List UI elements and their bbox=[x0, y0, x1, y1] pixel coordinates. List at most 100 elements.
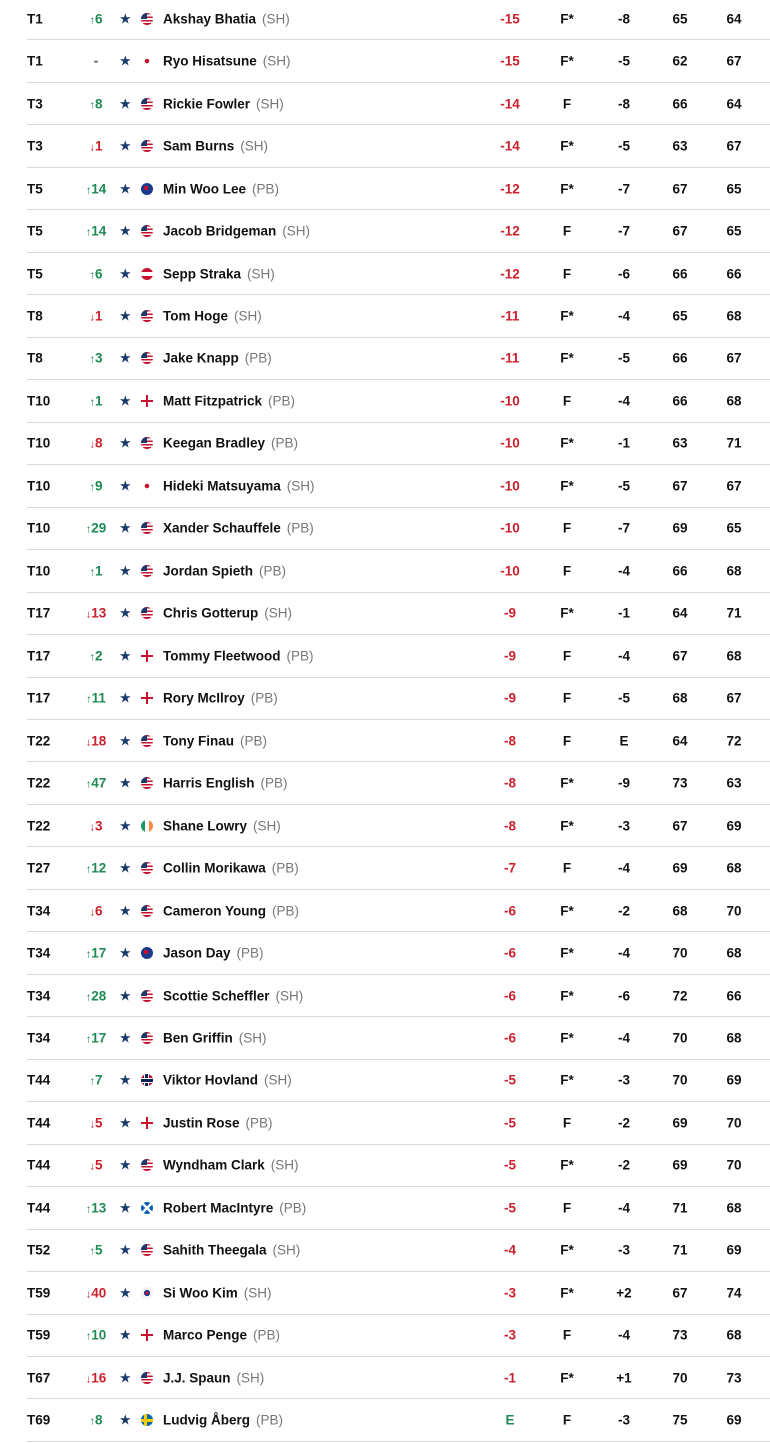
player-name-link[interactable]: Robert MacIntyre (PB) bbox=[163, 1200, 306, 1215]
player-name-link[interactable]: Tony Finau (PB) bbox=[163, 733, 267, 748]
player-name-link[interactable]: Rickie Fowler (SH) bbox=[163, 96, 284, 111]
star-icon[interactable]: ★ bbox=[119, 307, 132, 324]
star-icon[interactable]: ★ bbox=[119, 1199, 132, 1216]
player-row[interactable]: T27 ↑12 ★ Collin Morikawa (PB) -7 F -4 69 68 bbox=[27, 847, 770, 890]
star-icon[interactable]: ★ bbox=[119, 222, 132, 239]
player-name-link[interactable]: Akshay Bhatia (SH) bbox=[163, 11, 290, 26]
player-row[interactable]: T67 ↓16 ★ J.J. Spaun (SH) -1 F* +1 70 73 bbox=[27, 1357, 770, 1400]
player-row[interactable]: T34 ↓6 ★ Cameron Young (PB) -6 F* -2 68 70 bbox=[27, 890, 770, 933]
star-icon[interactable]: ★ bbox=[119, 10, 132, 27]
star-icon[interactable]: ★ bbox=[119, 817, 132, 834]
star-icon[interactable]: ★ bbox=[119, 647, 132, 664]
player-row[interactable]: T22 ↓18 ★ Tony Finau (PB) -8 F E 64 72 bbox=[27, 720, 770, 763]
player-row[interactable]: T59 ↓40 ★ Si Woo Kim (SH) -3 F* +2 67 74 bbox=[27, 1272, 770, 1315]
player-name-link[interactable]: Harris English (PB) bbox=[163, 776, 288, 791]
player-row[interactable]: T59 ↑10 ★ Marco Penge (PB) -3 F -4 73 68 bbox=[27, 1315, 770, 1357]
player-row[interactable]: T44 ↓5 ★ Wyndham Clark (SH) -5 F* -2 69 70 bbox=[27, 1145, 770, 1188]
player-name-link[interactable]: Rory McIlroy (PB) bbox=[163, 691, 278, 706]
player-name-link[interactable]: Ben Griffin (SH) bbox=[163, 1030, 267, 1045]
player-row[interactable]: T10 ↑1 ★ Matt Fitzpatrick (PB) -10 F -4 66 68 bbox=[27, 380, 770, 423]
player-name-link[interactable]: Hideki Matsuyama (SH) bbox=[163, 478, 315, 493]
star-icon[interactable]: ★ bbox=[119, 1369, 132, 1386]
star-icon[interactable]: ★ bbox=[119, 562, 132, 579]
player-name-link[interactable]: Marco Penge (PB) bbox=[163, 1328, 280, 1343]
player-name-link[interactable]: Si Woo Kim (SH) bbox=[163, 1285, 272, 1300]
star-icon[interactable]: ★ bbox=[119, 349, 132, 366]
player-name-link[interactable]: Viktor Hovland (SH) bbox=[163, 1073, 292, 1088]
player-row[interactable]: T44 ↑13 ★ Robert MacIntyre (PB) -5 F -4 71 68 bbox=[27, 1187, 770, 1230]
player-name-link[interactable]: Jason Day (PB) bbox=[163, 946, 264, 961]
star-icon[interactable]: ★ bbox=[119, 987, 132, 1004]
player-row[interactable]: T17 ↑2 ★ Tommy Fleetwood (PB) -9 F -4 67 68 bbox=[27, 635, 770, 678]
player-row[interactable]: T5 ↑14 ★ Jacob Bridgeman (SH) -12 F -7 67 65 bbox=[27, 210, 770, 253]
star-icon[interactable]: ★ bbox=[119, 1241, 132, 1258]
player-name-link[interactable]: Sepp Straka (SH) bbox=[163, 266, 275, 281]
player-row[interactable]: T34 ↑17 ★ Jason Day (PB) -6 F* -4 70 68 bbox=[27, 932, 770, 975]
player-name-link[interactable]: Cameron Young (PB) bbox=[163, 903, 299, 918]
player-row[interactable]: T3 ↓1 ★ Sam Burns (SH) -14 F* -5 63 67 bbox=[27, 125, 770, 168]
player-name-link[interactable]: Matt Fitzpatrick (PB) bbox=[163, 393, 295, 408]
star-icon[interactable]: ★ bbox=[119, 944, 132, 961]
player-name-link[interactable]: Sahith Theegala (SH) bbox=[163, 1243, 300, 1258]
star-icon[interactable]: ★ bbox=[119, 689, 132, 706]
player-name-link[interactable]: Scottie Scheffler (SH) bbox=[163, 988, 303, 1003]
player-name-link[interactable]: Tom Hoge (SH) bbox=[163, 309, 262, 324]
player-row[interactable]: T22 ↑47 ★ Harris English (PB) -8 F* -9 73 63 bbox=[27, 762, 770, 805]
star-icon[interactable]: ★ bbox=[119, 902, 132, 919]
player-row[interactable]: T5 ↑6 ★ Sepp Straka (SH) -12 F -6 66 66 bbox=[27, 253, 770, 296]
player-row[interactable]: T1 - ★ Ryo Hisatsune (SH) -15 F* -5 62 67 bbox=[27, 40, 770, 83]
player-row[interactable]: T34 ↑17 ★ Ben Griffin (SH) -6 F* -4 70 68 bbox=[27, 1017, 770, 1060]
player-row[interactable]: T1 ↑6 ★ Akshay Bhatia (SH) -15 F* -8 65 64 bbox=[27, 0, 770, 41]
player-row[interactable]: T52 ↑5 ★ Sahith Theegala (SH) -4 F* -3 71 69 bbox=[27, 1230, 770, 1273]
star-icon[interactable]: ★ bbox=[119, 434, 132, 451]
star-icon[interactable]: ★ bbox=[119, 859, 132, 876]
player-name-link[interactable]: Ludvig Åberg (PB) bbox=[163, 1413, 283, 1428]
player-name-link[interactable]: Ryo Hisatsune (SH) bbox=[163, 54, 291, 69]
star-icon[interactable]: ★ bbox=[119, 1326, 132, 1343]
star-icon[interactable]: ★ bbox=[119, 52, 132, 69]
player-name-link[interactable]: Tommy Fleetwood (PB) bbox=[163, 648, 314, 663]
star-icon[interactable]: ★ bbox=[119, 774, 132, 791]
player-row[interactable]: T8 ↓1 ★ Tom Hoge (SH) -11 F* -4 65 68 bbox=[27, 295, 770, 338]
player-name-link[interactable]: Min Woo Lee (PB) bbox=[163, 181, 279, 196]
player-row[interactable]: T69 ↑8 ★ Ludvig Åberg (PB) E F -3 75 69 bbox=[27, 1399, 770, 1442]
player-row[interactable]: T34 ↑28 ★ Scottie Scheffler (SH) -6 F* -6 72 66 bbox=[27, 975, 770, 1018]
player-name-link[interactable]: J.J. Spaun (SH) bbox=[163, 1370, 264, 1385]
star-icon[interactable]: ★ bbox=[119, 604, 132, 621]
player-name-link[interactable]: Jacob Bridgeman (SH) bbox=[163, 224, 310, 239]
player-row[interactable]: T44 ↑7 ★ Viktor Hovland (SH) -5 F* -3 70 69 bbox=[27, 1060, 770, 1103]
star-icon[interactable]: ★ bbox=[119, 392, 132, 409]
player-name-link[interactable]: Sam Burns (SH) bbox=[163, 139, 268, 154]
player-name-link[interactable]: Chris Gotterup (SH) bbox=[163, 606, 292, 621]
star-icon[interactable]: ★ bbox=[119, 519, 132, 536]
player-row[interactable]: T10 ↑29 ★ Xander Schauffele (PB) -10 F -7 69 65 bbox=[27, 508, 770, 551]
player-row[interactable]: T5 ↑14 ★ Min Woo Lee (PB) -12 F* -7 67 65 bbox=[27, 168, 770, 211]
star-icon[interactable]: ★ bbox=[119, 1156, 132, 1173]
player-row[interactable]: T22 ↓3 ★ Shane Lowry (SH) -8 F* -3 67 69 bbox=[27, 805, 770, 848]
star-icon[interactable]: ★ bbox=[119, 95, 132, 112]
player-name-link[interactable]: Keegan Bradley (PB) bbox=[163, 436, 298, 451]
star-icon[interactable]: ★ bbox=[119, 137, 132, 154]
player-name-link[interactable]: Justin Rose (PB) bbox=[163, 1115, 273, 1130]
player-name-link[interactable]: Xander Schauffele (PB) bbox=[163, 521, 314, 536]
star-icon[interactable]: ★ bbox=[119, 477, 132, 494]
star-icon[interactable]: ★ bbox=[119, 1114, 132, 1131]
star-icon[interactable]: ★ bbox=[119, 1411, 132, 1428]
star-icon[interactable]: ★ bbox=[119, 1284, 132, 1301]
player-row[interactable]: T8 ↑3 ★ Jake Knapp (PB) -11 F* -5 66 67 bbox=[27, 338, 770, 381]
player-row[interactable]: T17 ↓13 ★ Chris Gotterup (SH) -9 F* -1 64 71 bbox=[27, 593, 770, 636]
player-name-link[interactable]: Jake Knapp (PB) bbox=[163, 351, 272, 366]
player-name-link[interactable]: Jordan Spieth (PB) bbox=[163, 563, 286, 578]
player-row[interactable]: T17 ↑11 ★ Rory McIlroy (PB) -9 F -5 68 67 bbox=[27, 678, 770, 720]
player-row[interactable]: T10 ↑9 ★ Hideki Matsuyama (SH) -10 F* -5 67 67 bbox=[27, 465, 770, 508]
star-icon[interactable]: ★ bbox=[119, 1029, 132, 1046]
star-icon[interactable]: ★ bbox=[119, 732, 132, 749]
star-icon[interactable]: ★ bbox=[119, 180, 132, 197]
player-row[interactable]: T10 ↓8 ★ Keegan Bradley (PB) -10 F* -1 63 71 bbox=[27, 423, 770, 466]
player-name-link[interactable]: Collin Morikawa (PB) bbox=[163, 861, 299, 876]
player-row[interactable]: T44 ↓5 ★ Justin Rose (PB) -5 F -2 69 70 bbox=[27, 1102, 770, 1145]
player-row[interactable]: T3 ↑8 ★ Rickie Fowler (SH) -14 F -8 66 64 bbox=[27, 83, 770, 126]
star-icon[interactable]: ★ bbox=[119, 1071, 132, 1088]
star-icon[interactable]: ★ bbox=[119, 265, 132, 282]
player-name-link[interactable]: Shane Lowry (SH) bbox=[163, 818, 281, 833]
